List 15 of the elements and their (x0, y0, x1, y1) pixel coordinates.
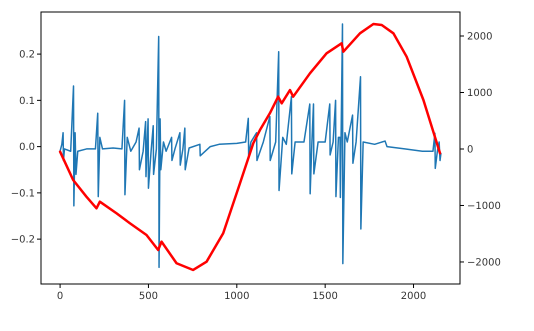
x-tick-label: 2000 (400, 291, 426, 302)
y-tick-label: 0.0 (19, 142, 35, 154)
x-tick-label: 0 (56, 291, 64, 302)
y2-tick-label: 1000 (467, 88, 492, 99)
y2-tick-label: −2000 (467, 257, 501, 268)
y-tick-label: −0.2 (10, 234, 35, 246)
y-tick-label: 0.2 (19, 50, 35, 61)
y2-tick-label: 2000 (467, 32, 492, 43)
y-tick-label: −0.1 (10, 188, 35, 200)
y2-tick-label: −1000 (467, 200, 501, 212)
x-tick-label: 1000 (224, 291, 250, 302)
x-tick-label: 1500 (312, 291, 338, 302)
x-tick-label: 500 (138, 291, 158, 302)
y-tick-label: 0.1 (19, 96, 35, 107)
y2-tick-label: 0 (467, 144, 474, 156)
